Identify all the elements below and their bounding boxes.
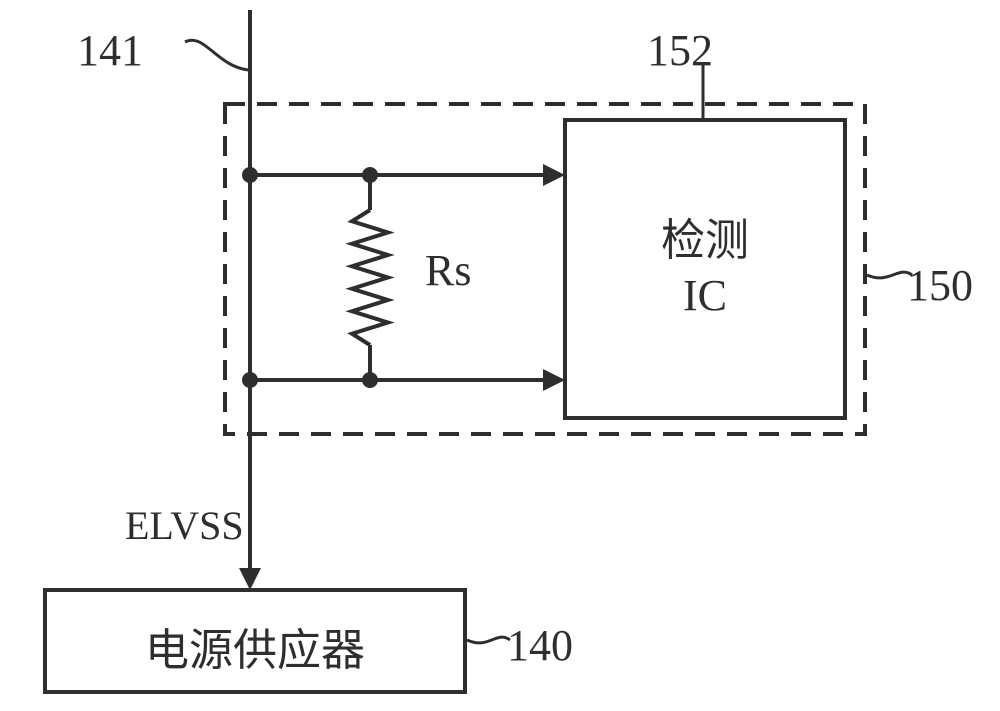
ref-141: 141 [77,26,143,75]
label-elvss: ELVSS [125,503,244,548]
junction-lower-left [242,372,258,388]
label-rs: Rs [425,246,471,295]
junction-upper-left [242,167,258,183]
ref-150: 150 [907,261,973,310]
ref-140: 140 [507,621,573,670]
junction-lower-resistor [362,372,378,388]
junction-upper-resistor [362,167,378,183]
ic-text-line1: 检测 [661,216,749,265]
power-text: 电源供应器 [145,626,365,675]
ref-152: 152 [647,26,713,75]
background [0,0,1000,711]
ic-text-line2: IC [683,271,727,320]
